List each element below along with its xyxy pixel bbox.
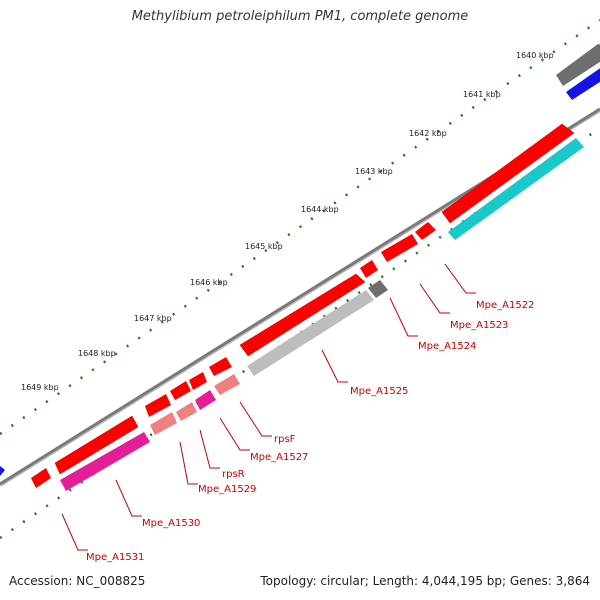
gene-label[interactable]: Mpe_A1525 [350, 386, 408, 397]
gene-magenta-long [60, 432, 150, 491]
kbp-tick-label: 1640 kbp [516, 51, 554, 60]
kbp-tick-label: 1644 kbp [301, 205, 339, 214]
label-leaders [61, 263, 476, 551]
kbp-tick-label: 1641 kbp [463, 90, 501, 99]
leader-mpe-a1527 [219, 417, 250, 451]
kbp-tick-label: 1646 kbp [190, 278, 228, 287]
kbp-tick-label: 1645 kbp [245, 242, 283, 251]
gene-label[interactable]: Mpe_A1527 [250, 452, 308, 463]
genome-summary: Topology: circular; Length: 4,044,195 bp… [260, 574, 590, 588]
leader-rpsf [239, 401, 272, 437]
leader-mpe-a1531 [61, 513, 88, 551]
gene-rpsr [189, 372, 207, 390]
gene-label[interactable]: rpsR [222, 469, 245, 480]
gene-mpe-a1529 [170, 381, 191, 400]
gene-mpe-a1531-b [31, 468, 51, 488]
gene-label[interactable]: Mpe_A1529 [198, 484, 256, 495]
kbp-tick-label: 1649 kbp [21, 383, 59, 392]
leader-mpe-a1524 [389, 297, 418, 337]
leader-rpsr [199, 429, 220, 469]
gene-label[interactable]: Mpe_A1523 [450, 320, 508, 331]
gene-dark-gray-2 [368, 280, 388, 298]
gene-magenta-small [195, 390, 216, 410]
gene-label[interactable]: rpsF [274, 434, 296, 445]
gc-dot-track-outer [0, 18, 600, 436]
gene-mpe-a1530 [145, 394, 171, 417]
gene-mpe-a1523 [415, 222, 436, 240]
gene-rpsf [239, 273, 366, 357]
kbp-tick-label: 1647 kbp [134, 314, 172, 323]
gene-mpe-a1525 [360, 260, 378, 278]
gene-mpe-a1524 [381, 234, 418, 262]
gene-cyan [448, 138, 584, 240]
kbp-tick-label: 1643 kbp [355, 167, 393, 176]
gene-label[interactable]: Mpe_A1530 [142, 518, 200, 529]
leader-mpe-a1529 [179, 441, 198, 485]
gene-light-gray [247, 290, 374, 376]
gene-mpe-a1527 [209, 357, 232, 376]
kbp-tick-label: 1648 kbp [78, 349, 116, 358]
gene-label[interactable]: Mpe_A1524 [418, 341, 476, 352]
leader-mpe-a1522 [444, 263, 476, 294]
accession-label: Accession: NC_008825 [9, 574, 146, 588]
leader-mpe-a1523 [419, 283, 450, 314]
kbp-tick-label: 1642 kbp [409, 129, 447, 138]
gene-mpe-a1522 [441, 123, 575, 224]
leader-mpe-a1525 [321, 349, 348, 383]
gene-dark-gray [556, 44, 600, 86]
gene-blue [566, 68, 600, 100]
gene-mpe-a1531-a [54, 415, 139, 475]
map-title: Methylibium petroleiphilum PM1, complete… [131, 9, 469, 24]
gene-label[interactable]: Mpe_A1522 [476, 300, 534, 311]
gene-pink-2 [176, 402, 197, 421]
gene-blue-left [0, 466, 5, 476]
gene-pink-3 [150, 412, 177, 435]
gene-label[interactable]: Mpe_A1531 [86, 552, 144, 563]
leader-mpe-a1530 [115, 479, 142, 517]
gene-pink-1 [214, 374, 240, 395]
